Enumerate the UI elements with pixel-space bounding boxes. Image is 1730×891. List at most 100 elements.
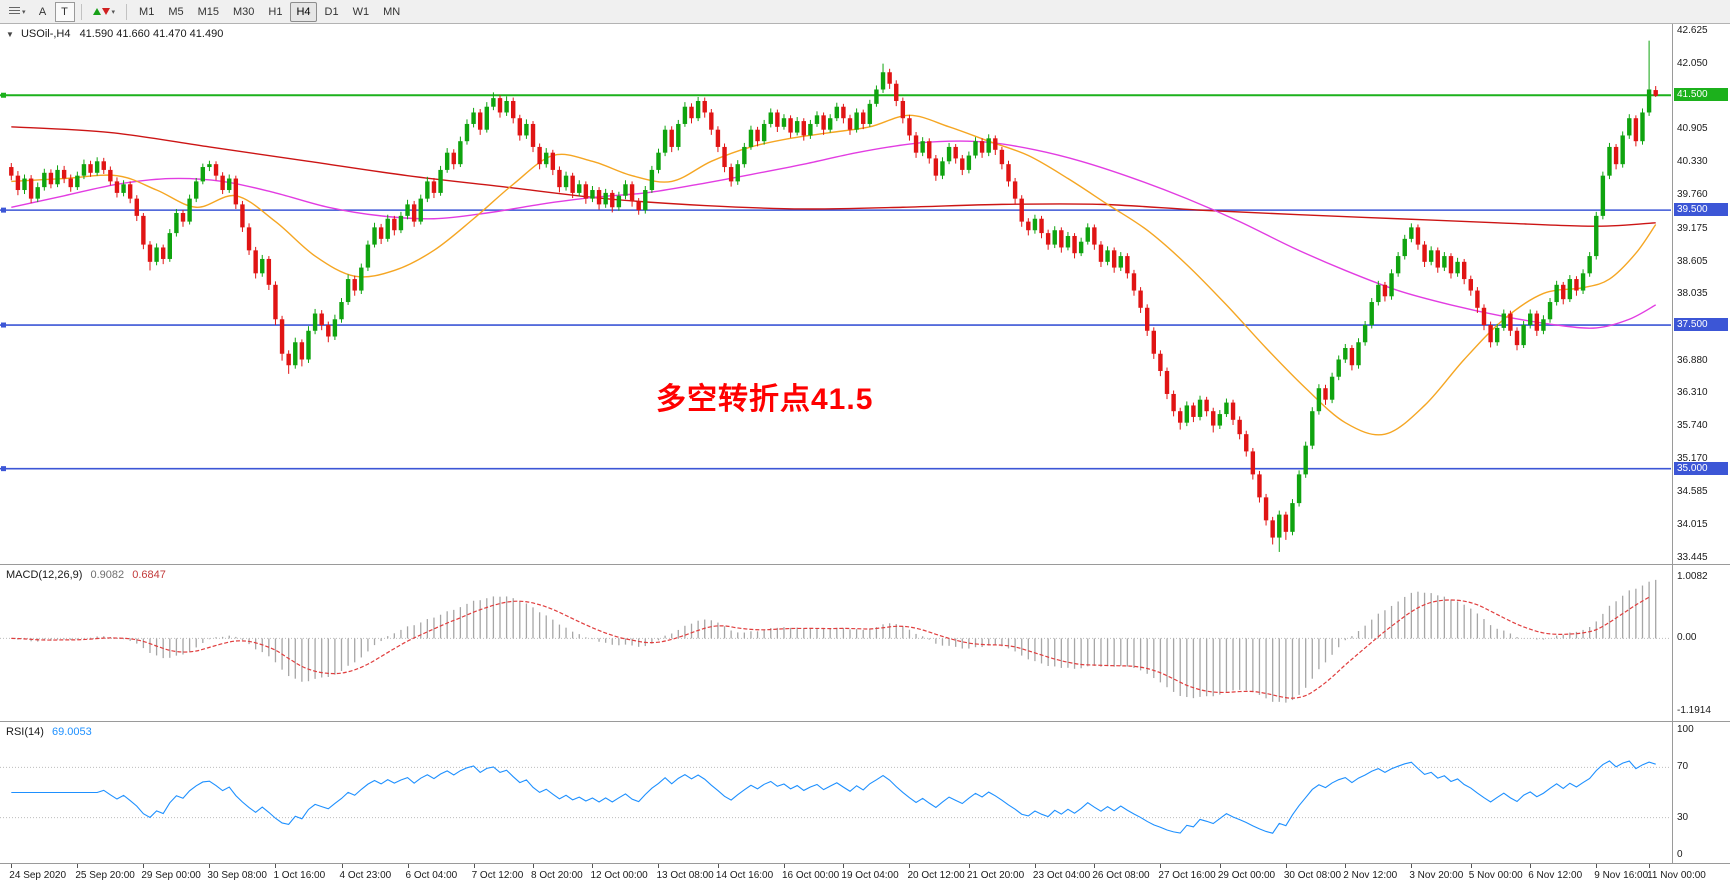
date-tick: [275, 864, 277, 868]
chevron-down-icon: ▾: [111, 8, 116, 16]
tf-D1[interactable]: D1: [319, 2, 345, 22]
date-tick: [1411, 864, 1413, 868]
date-tick: [783, 864, 785, 868]
date-tick: [1596, 864, 1598, 868]
tf-M5[interactable]: M5: [162, 2, 189, 22]
date-label: 25 Sep 20:00: [75, 870, 135, 881]
date-label: 29 Sep 00:00: [141, 870, 201, 881]
rsi-scale[interactable]: 100 70 30 0: [1672, 722, 1730, 863]
candlestick-plot[interactable]: [0, 24, 1671, 564]
hline-anchor[interactable]: [1, 466, 6, 472]
list-icon: [9, 7, 20, 16]
price-tick: 38.035: [1677, 288, 1708, 300]
macd-main-value: 0.9082: [90, 569, 125, 581]
date-tick: [473, 864, 475, 868]
price-tick: 38.605: [1677, 255, 1708, 267]
tf-M30[interactable]: M30: [227, 2, 260, 22]
chart-annotation-text[interactable]: 多空转折点41.5: [656, 383, 874, 416]
date-label: 14 Oct 16:00: [715, 870, 774, 881]
tf-W1[interactable]: W1: [347, 2, 376, 22]
ma-mid-magenta: [11, 140, 1657, 329]
date-tick: [843, 864, 845, 868]
rsi-tick: 70: [1677, 761, 1689, 773]
chevron-down-icon: ▾: [22, 8, 26, 16]
price-scale[interactable]: 42.625 42.050 40.905 40.330 39.760 39.175 38.6…: [1672, 24, 1730, 564]
date-tick: [407, 864, 409, 868]
date-label: 6 Oct 04:00: [405, 870, 458, 881]
date-label: 30 Sep 08:00: [207, 870, 267, 881]
rsi-label: RSI(14) 69.0053: [6, 726, 92, 738]
hline-anchor[interactable]: [1, 322, 6, 328]
rsi-value: 69.0053: [51, 726, 92, 738]
date-tick: [658, 864, 660, 868]
order-arrows-button[interactable]: ▾: [88, 2, 121, 22]
date-label: 4 Oct 23:00: [339, 870, 392, 881]
date-tick: [1285, 864, 1287, 868]
candles-layer: [9, 40, 1658, 552]
date-label: 23 Oct 04:00: [1032, 870, 1091, 881]
date-tick: [1034, 864, 1036, 868]
date-tick: [143, 864, 145, 868]
price-tick: 34.585: [1677, 486, 1708, 498]
date-tick: [909, 864, 911, 868]
date-tick: [1470, 864, 1472, 868]
time-axis[interactable]: 24 Sep 2020 25 Sep 20:00 29 Sep 00:00 30 Se…: [0, 864, 1730, 891]
macd-tick: -1.1914: [1677, 705, 1711, 717]
ma-fast-orange: [11, 114, 1657, 436]
date-label: 6 Nov 12:00: [1528, 870, 1583, 881]
collapse-arrow-icon[interactable]: ▼: [6, 30, 14, 39]
date-label: 24 Sep 2020: [9, 870, 67, 881]
macd-signal-value: 0.6847: [132, 569, 166, 581]
rsi-tick: 0: [1677, 849, 1683, 861]
date-label: 5 Nov 00:00: [1468, 870, 1523, 881]
macd-scale[interactable]: 1.0082 0.00 -1.1914: [1672, 565, 1730, 721]
macd-name-label: MACD(12,26,9): [6, 569, 83, 581]
tf-M1[interactable]: M1: [133, 2, 160, 22]
macd-panel: 1.0082 0.00 -1.1914 MACD(12,26,9) 0.9082 0…: [0, 565, 1730, 722]
buy-arrow-icon: [92, 8, 101, 15]
price-tick: 36.310: [1677, 387, 1708, 399]
macd-signal-line: [11, 596, 1650, 699]
tf-MN[interactable]: MN: [377, 2, 406, 22]
price-tick: 35.170: [1677, 452, 1708, 464]
date-label: 27 Oct 16:00: [1158, 870, 1216, 881]
date-tick: [717, 864, 719, 868]
date-label: 2 Nov 12:00: [1343, 870, 1398, 881]
tf-M15[interactable]: M15: [192, 2, 225, 22]
text-tool-button[interactable]: T: [54, 1, 75, 22]
date-label: 21 Oct 20:00: [966, 870, 1025, 881]
price-tick: 39.760: [1677, 189, 1708, 201]
date-label: 30 Oct 08:00: [1283, 870, 1342, 881]
date-tick: [1219, 864, 1221, 868]
macd-histogram: [17, 579, 1657, 703]
date-label: 13 Oct 08:00: [656, 870, 714, 881]
macd-plot[interactable]: [0, 565, 1671, 721]
rsi-plot[interactable]: [0, 722, 1671, 863]
annotation-a-button[interactable]: A: [33, 2, 53, 22]
macd-tick: 1.0082: [1677, 570, 1708, 582]
date-tick: [11, 864, 13, 868]
main-chart-panel: 42.625 42.050 40.905 40.330 39.760 39.175 38.6…: [0, 24, 1730, 565]
sell-arrow-icon: [101, 8, 110, 15]
ma-slow-red: [11, 126, 1656, 227]
rsi-tick: 100: [1677, 723, 1694, 735]
charts-list-button[interactable]: ▾: [4, 2, 31, 22]
hline-anchor[interactable]: [1, 92, 6, 98]
date-label: 16 Oct 00:00: [781, 870, 840, 881]
tf-H4[interactable]: H4: [290, 1, 317, 22]
date-tick: [209, 864, 211, 868]
date-tick: [968, 864, 970, 868]
date-tick: [77, 864, 79, 868]
date-label: 9 Nov 16:00: [1594, 870, 1649, 881]
hline-anchor[interactable]: [1, 207, 6, 213]
rsi-name-label: RSI(14): [6, 726, 44, 738]
price-badge-41.500: 41.500: [1674, 88, 1728, 102]
tf-H1[interactable]: H1: [262, 2, 288, 22]
date-label: 19 Oct 04:00: [841, 870, 899, 881]
rsi-panel: 100 70 30 0 RSI(14) 69.0053: [0, 722, 1730, 864]
date-tick: [1649, 864, 1651, 868]
price-tick: 42.050: [1677, 57, 1708, 69]
price-badge-35.000: 35.000: [1674, 461, 1728, 475]
symbol-period-label: USOil-,H4: [20, 28, 71, 40]
